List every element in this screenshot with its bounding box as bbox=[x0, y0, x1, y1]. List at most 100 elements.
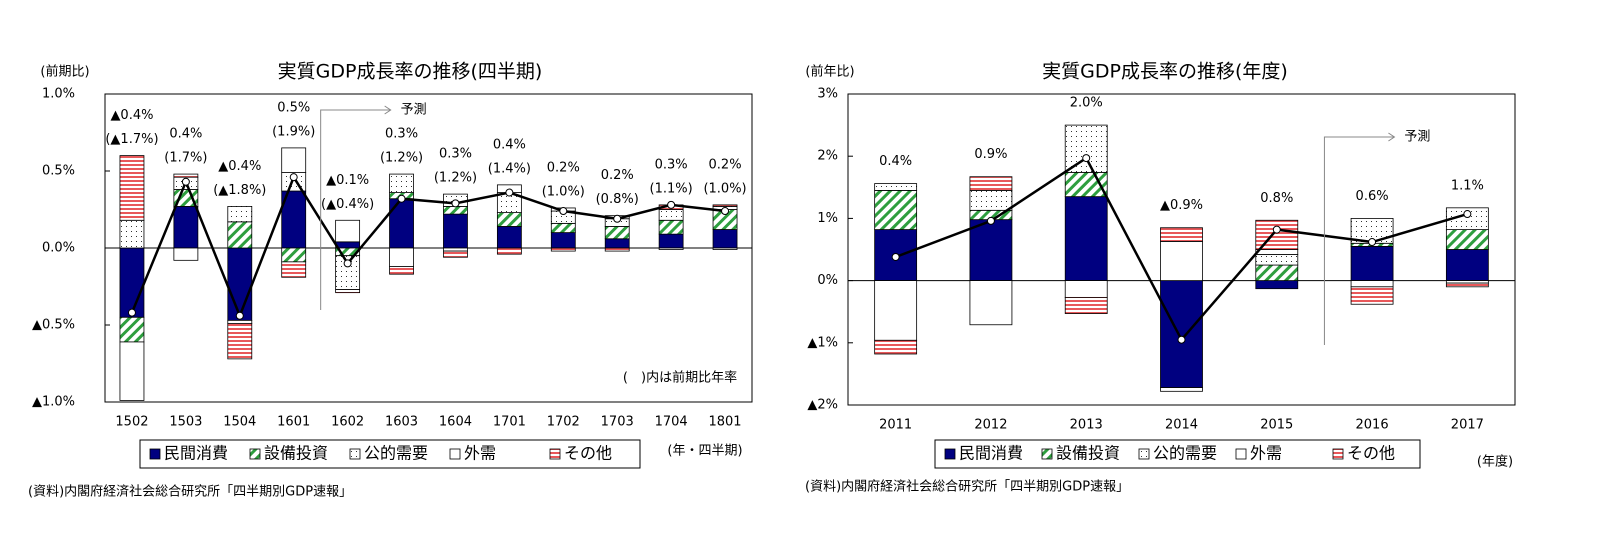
gdp-point bbox=[891, 252, 900, 261]
bar-segment bbox=[1350, 280, 1394, 288]
value-label: 0.6% bbox=[1356, 189, 1389, 204]
x-tick-label: 1602 bbox=[331, 415, 364, 430]
bar-segment bbox=[496, 226, 522, 249]
value-label: 2.0% bbox=[1070, 96, 1103, 111]
y-tick-label: ▲2% bbox=[807, 398, 838, 413]
bar-segment bbox=[604, 247, 630, 252]
bar-segment bbox=[496, 247, 522, 255]
bar-segment bbox=[1445, 229, 1489, 250]
x-tick-label: 1601 bbox=[277, 415, 310, 430]
source: (資料)内閣府経済社会総合研究所「四半期別GDP速報」 bbox=[805, 479, 1129, 495]
bar-segment bbox=[443, 206, 468, 215]
gdp-point bbox=[343, 259, 352, 268]
bar-segment bbox=[604, 226, 630, 240]
bar-segment bbox=[604, 238, 630, 249]
legend-swatch bbox=[944, 448, 956, 460]
y-tick-label: ▲0.5% bbox=[32, 318, 75, 333]
bar-segment bbox=[173, 173, 199, 178]
gdp-point bbox=[721, 207, 730, 216]
x-tick-label: 2015 bbox=[1260, 418, 1293, 433]
legend-swatch bbox=[449, 448, 461, 460]
gdp-point bbox=[505, 188, 514, 197]
value-label: 0.4% bbox=[879, 154, 912, 169]
bar-segment bbox=[281, 247, 307, 263]
y-tick-label: ▲1% bbox=[807, 335, 838, 350]
annualized-label: (1.2%) bbox=[434, 171, 477, 186]
bar-segment bbox=[658, 233, 684, 249]
legend-swatch bbox=[249, 448, 261, 460]
x-tick-label: 1701 bbox=[493, 415, 526, 430]
bar-segment bbox=[173, 247, 199, 261]
bar-segment bbox=[227, 206, 253, 223]
annualized-label: (1.0%) bbox=[703, 181, 746, 196]
bar-segment bbox=[874, 280, 918, 341]
x-tick-label: 2014 bbox=[1165, 418, 1198, 433]
legend-label: 設備投資 bbox=[264, 444, 328, 463]
x-tick-label: 1604 bbox=[439, 415, 472, 430]
bar-segment bbox=[389, 173, 414, 193]
bar-segment bbox=[550, 222, 576, 234]
bar-segment bbox=[1160, 241, 1203, 282]
forecast-label: 予測 bbox=[1404, 130, 1430, 145]
bar-segment bbox=[389, 198, 414, 249]
value-label: 0.4% bbox=[493, 137, 526, 152]
gdp-point bbox=[397, 194, 406, 203]
gdp-point bbox=[559, 207, 568, 216]
legend-label: その他 bbox=[564, 444, 612, 463]
value-label: 0.5% bbox=[277, 100, 310, 115]
legend-label: 設備投資 bbox=[1056, 444, 1120, 463]
gdp-line bbox=[130, 174, 726, 320]
gdp-point bbox=[235, 311, 244, 320]
bar-segment bbox=[173, 206, 199, 249]
legend-label: 外需 bbox=[1250, 444, 1282, 463]
bar-segment bbox=[712, 229, 738, 249]
legend-label: 公的需要 bbox=[1153, 444, 1217, 463]
source: (資料)内閣府経済社会総合研究所「四半期別GDP速報」 bbox=[28, 484, 352, 500]
x-tick-label: 2013 bbox=[1070, 418, 1103, 433]
bar-segment bbox=[119, 341, 145, 401]
legend-swatch bbox=[149, 448, 161, 460]
x-tick-label: 1801 bbox=[708, 415, 741, 430]
value-label: ▲0.4% bbox=[218, 159, 261, 174]
bar-segment bbox=[712, 204, 738, 207]
bar-segment bbox=[389, 266, 414, 275]
bar-segment bbox=[1445, 249, 1489, 282]
value-label: 0.3% bbox=[439, 147, 472, 162]
x-tick-label: 1504 bbox=[223, 415, 256, 430]
bar-segment bbox=[969, 280, 1013, 326]
gdp-point bbox=[986, 216, 995, 225]
y-tick-label: 1.0% bbox=[42, 87, 75, 102]
value-label: 0.2% bbox=[601, 168, 634, 183]
bar-segment bbox=[1064, 196, 1108, 282]
legend-swatch bbox=[549, 448, 561, 460]
chart-title: 実質GDP成長率の推移(四半期) bbox=[278, 61, 543, 83]
bar-segment bbox=[119, 155, 145, 221]
annualized-label: (1.0%) bbox=[542, 184, 585, 199]
forecast-marker bbox=[1323, 132, 1396, 345]
bar-segment bbox=[227, 319, 253, 324]
bar-segment bbox=[969, 219, 1013, 281]
bar-segment bbox=[658, 247, 684, 250]
bar-segment bbox=[1064, 280, 1108, 298]
annualized-label: (0.8%) bbox=[596, 192, 639, 207]
gdp-point bbox=[181, 177, 190, 186]
x-tick-label: 1703 bbox=[601, 415, 634, 430]
bar-segment bbox=[281, 147, 307, 173]
bar-segment bbox=[1064, 296, 1108, 314]
bar-segment bbox=[550, 232, 576, 249]
value-label: 1.1% bbox=[1451, 178, 1484, 193]
x-tick-label: 1502 bbox=[115, 415, 148, 430]
bar-segment bbox=[1350, 286, 1394, 305]
legend-label: 民間消費 bbox=[164, 444, 228, 463]
bar-segment bbox=[1064, 124, 1108, 173]
bar-segment bbox=[443, 250, 468, 258]
x-tick-label: 1704 bbox=[655, 415, 688, 430]
gdp-point bbox=[127, 308, 136, 317]
legend-label: 民間消費 bbox=[959, 444, 1023, 463]
bar-segment bbox=[335, 219, 361, 243]
value-label: ▲0.9% bbox=[1160, 198, 1203, 213]
y-axis-label: (前年比) bbox=[805, 64, 854, 80]
bar-segment bbox=[658, 219, 684, 235]
